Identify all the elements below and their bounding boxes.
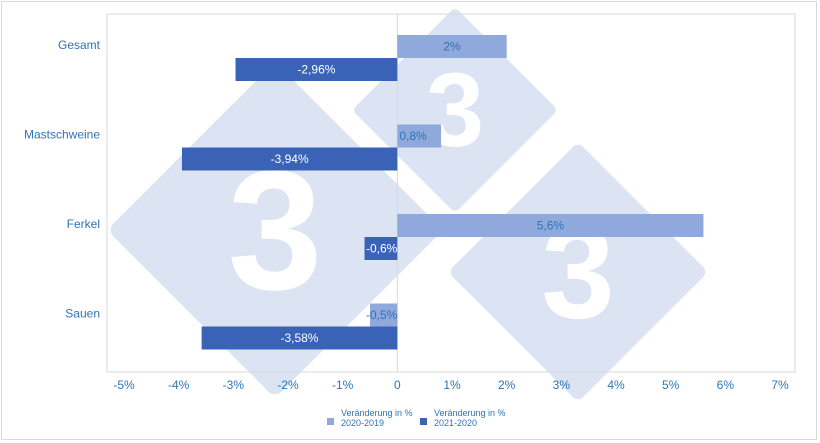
data-label: -2,96%	[297, 63, 335, 77]
bar-series-2	[201, 326, 398, 350]
legend-label: 2021-2020	[434, 418, 477, 428]
x-tick-label: 0	[394, 378, 401, 392]
data-label: -0,6%	[366, 242, 398, 256]
x-tick-label: 3%	[553, 378, 571, 392]
bar-series-1	[370, 303, 398, 327]
bar-series-1	[397, 124, 442, 148]
category-label: Ferkel	[67, 217, 100, 231]
x-tick-label: -4%	[168, 378, 190, 392]
x-tick-label: 2%	[498, 378, 516, 392]
plot-area	[106, 13, 796, 373]
legend-label: Veränderung in %	[341, 408, 413, 418]
bar-series-1	[397, 214, 704, 237]
data-label: 2%	[443, 40, 461, 54]
category-label: Mastschweine	[24, 128, 100, 142]
x-tick-label: 7%	[771, 378, 789, 392]
legend-item: Veränderung in %2020-2019	[327, 408, 413, 428]
data-label: -0,5%	[366, 308, 398, 322]
x-tick-label: -1%	[332, 378, 354, 392]
bar-series-1	[397, 35, 507, 58]
value-axis: -5% -4% -3% -2% -1% 0 1% 2% 3% 4% 5% 6% 7%	[113, 378, 789, 392]
data-label: -3,94%	[271, 152, 309, 166]
watermark-diamond: 3	[354, 9, 556, 211]
legend-label: 2020-2019	[341, 418, 384, 428]
legend-swatch	[327, 418, 334, 425]
bar-series-2	[235, 58, 398, 81]
bar-series-2	[181, 147, 398, 171]
data-label: 0,8%	[399, 129, 427, 143]
legend-label: Veränderung in %	[434, 408, 506, 418]
x-tick-label: 1%	[443, 378, 461, 392]
legend-swatch	[420, 418, 427, 425]
x-tick-label: 4%	[607, 378, 625, 392]
data-label: -3,58%	[280, 331, 318, 345]
watermark-glyph: 3	[426, 52, 484, 169]
data-label: 5,6%	[537, 219, 565, 233]
category-label: Gesamt	[58, 38, 101, 52]
category-label: Sauen	[65, 307, 100, 321]
x-tick-label: 5%	[662, 378, 680, 392]
x-tick-label: 6%	[717, 378, 735, 392]
bars: 2% -2,96% 0,8% -3,94% 5,6% -0,6% -0,5% -3,58%	[181, 35, 704, 350]
x-tick-label: -5%	[113, 378, 135, 392]
x-tick-label: -2%	[277, 378, 299, 392]
category-axis: Gesamt Mastschweine Ferkel Sauen	[24, 38, 101, 321]
legend-item: Veränderung in %2021-2020	[420, 408, 506, 428]
x-tick-label: -3%	[223, 378, 245, 392]
watermark-diamond: 3	[450, 144, 706, 400]
bar-series-2	[364, 237, 398, 260]
